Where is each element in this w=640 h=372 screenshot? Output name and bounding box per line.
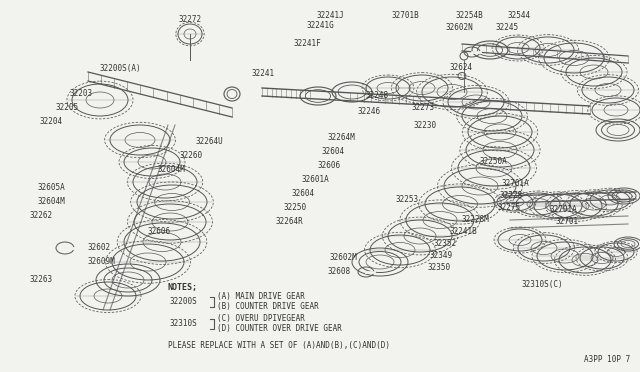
Text: 32272: 32272 (179, 16, 202, 25)
Text: (D) COUNTER OVER DRIVE GEAR: (D) COUNTER OVER DRIVE GEAR (217, 324, 342, 334)
Text: 32205: 32205 (55, 103, 78, 112)
Text: 32204: 32204 (40, 118, 63, 126)
Text: 32253: 32253 (396, 196, 419, 205)
Text: (A) MAIN DRIVE GEAR: (A) MAIN DRIVE GEAR (217, 292, 305, 301)
Text: 32350: 32350 (428, 263, 451, 273)
Text: 32604M: 32604M (158, 166, 186, 174)
Text: 32604: 32604 (322, 148, 345, 157)
Text: 32228M: 32228M (462, 215, 490, 224)
Text: 32203: 32203 (70, 90, 93, 99)
Text: 32701A: 32701A (502, 180, 530, 189)
Text: 32200S(A): 32200S(A) (100, 64, 141, 73)
Text: 32200S: 32200S (170, 298, 198, 307)
Text: 32605A: 32605A (38, 183, 66, 192)
Text: 32273: 32273 (412, 103, 435, 112)
Text: 32604M: 32604M (38, 198, 66, 206)
Text: 32601A: 32601A (302, 176, 330, 185)
Text: 32701B: 32701B (392, 12, 420, 20)
Text: 32241: 32241 (252, 70, 275, 78)
Text: 32250: 32250 (284, 203, 307, 212)
Text: 32241G: 32241G (306, 22, 334, 31)
Text: 32604: 32604 (292, 189, 315, 199)
Text: (B) COUNTER DRIVE GEAR: (B) COUNTER DRIVE GEAR (217, 302, 319, 311)
Text: 32544: 32544 (508, 12, 531, 20)
Text: PLEASE REPLACE WITH A SET OF (A)AND(B),(C)AND(D): PLEASE REPLACE WITH A SET OF (A)AND(B),(… (168, 341, 390, 350)
Text: 32248: 32248 (366, 92, 389, 100)
Text: 32602: 32602 (88, 244, 111, 253)
Text: 32264U: 32264U (196, 138, 224, 147)
Text: 32264R: 32264R (276, 218, 304, 227)
Text: 32262: 32262 (30, 212, 53, 221)
Text: 32230: 32230 (414, 122, 437, 131)
Text: 32310S: 32310S (170, 320, 198, 328)
Text: 32254B: 32254B (456, 12, 484, 20)
Text: NOTES;: NOTES; (168, 283, 198, 292)
Text: 32602N: 32602N (446, 23, 474, 32)
Text: 32245: 32245 (496, 23, 519, 32)
Text: 32275: 32275 (498, 203, 521, 212)
Text: 32624: 32624 (450, 64, 473, 73)
Text: 32352: 32352 (434, 240, 457, 248)
Text: 32349: 32349 (430, 251, 453, 260)
Text: 32608: 32608 (328, 267, 351, 276)
Text: 32701: 32701 (556, 218, 579, 227)
Text: 32602M: 32602M (330, 253, 358, 263)
Text: 32606: 32606 (318, 161, 341, 170)
Text: 32241F: 32241F (294, 39, 322, 48)
Text: 32228: 32228 (500, 192, 523, 201)
Text: 32241J: 32241J (316, 12, 344, 20)
Text: 32241B: 32241B (450, 228, 477, 237)
Text: (C) OVERU DPIVEGEAR: (C) OVERU DPIVEGEAR (217, 314, 305, 324)
Text: 32264M: 32264M (328, 134, 356, 142)
Text: 32260: 32260 (180, 151, 203, 160)
Text: 32246: 32246 (358, 108, 381, 116)
Text: A3PP 10P 7: A3PP 10P 7 (584, 355, 630, 364)
Text: 32606: 32606 (148, 228, 171, 237)
Text: 32609M: 32609M (88, 257, 116, 266)
Text: 32701A: 32701A (550, 205, 578, 215)
Text: 32310S(C): 32310S(C) (522, 279, 564, 289)
Text: 32250A: 32250A (480, 157, 508, 167)
Text: 32263: 32263 (30, 276, 53, 285)
